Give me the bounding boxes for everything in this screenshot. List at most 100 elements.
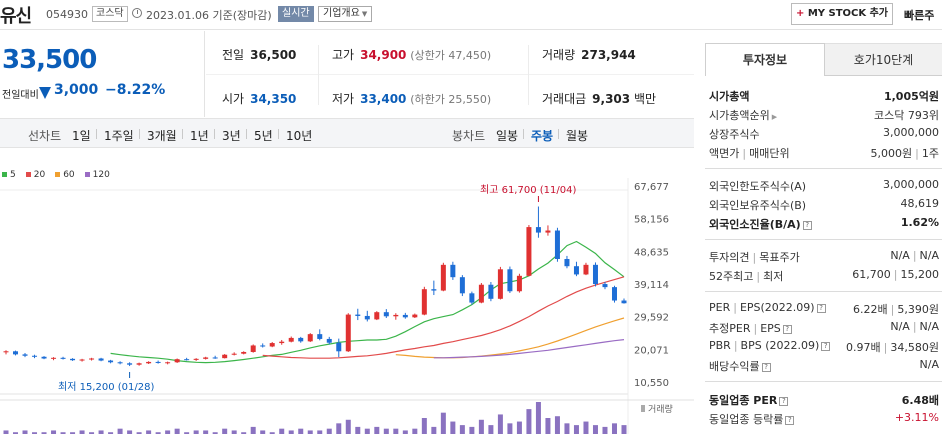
help-icon[interactable]: ? xyxy=(802,220,812,230)
candle-body xyxy=(583,264,589,275)
volume-bar xyxy=(317,430,323,434)
realtime-button[interactable]: 실시간 xyxy=(278,6,314,22)
add-mystock-button[interactable]: + MY STOCK 추가 xyxy=(791,3,893,25)
caret-down-icon: ▼ xyxy=(361,10,368,18)
volume-bar xyxy=(355,426,361,434)
row-value-text: 34,580원 xyxy=(890,341,939,354)
row-value: N/A | N/A xyxy=(890,249,939,262)
candle-body xyxy=(478,284,484,303)
period-3y[interactable]: 3년 xyxy=(222,129,241,143)
candle-monthly[interactable]: 월봉 xyxy=(566,129,589,143)
row-industry-change: 동일업종 등락률? +3.11% xyxy=(709,411,939,429)
quick-order-button[interactable]: 빠른주 xyxy=(904,9,935,22)
volume-bar xyxy=(326,428,332,434)
y-tick-label: 39,114 xyxy=(634,280,669,291)
volume-bar xyxy=(260,430,266,434)
quote-value: 34,350 xyxy=(250,92,297,106)
candle-body xyxy=(602,284,608,288)
candle-body xyxy=(592,264,598,285)
row-value: 1,005억원 xyxy=(884,88,939,104)
volume-bar xyxy=(345,419,351,434)
row-industry-per: 동일업종 PER? 6.48배 xyxy=(709,392,939,410)
legend-label: 20 xyxy=(33,170,46,180)
row-rank: 시가총액순위 ▶ 코스닥 793위 xyxy=(709,107,939,125)
volume-bar xyxy=(402,430,408,434)
chevron-right-icon: ▶ xyxy=(771,113,778,121)
help-icon[interactable]: ? xyxy=(821,341,831,351)
row-label-text: 시가총액순위 xyxy=(709,109,770,122)
volume-bar xyxy=(336,423,342,434)
row-label: 외국인소진율(B/A)? xyxy=(709,216,812,232)
divider: | xyxy=(742,147,747,160)
quote-label: 고가 xyxy=(332,48,355,62)
divider: | xyxy=(733,301,737,314)
tab-invest-info[interactable]: 투자정보 xyxy=(705,43,825,76)
company-overview-button[interactable]: 기업개요 ▼ xyxy=(318,6,373,22)
help-icon[interactable]: ? xyxy=(785,415,795,425)
row-label-text: EPS(2022.09) xyxy=(739,301,815,314)
volume-bar xyxy=(41,432,47,434)
period-divider xyxy=(96,129,97,139)
candle-body xyxy=(41,356,47,359)
down-triangle-icon xyxy=(39,87,51,99)
quote-high: 고가 34,900 (상한가 47,450) xyxy=(332,46,491,63)
help-icon[interactable]: ? xyxy=(779,396,789,406)
candle-body xyxy=(298,337,304,342)
section-divider xyxy=(705,168,942,169)
volume-bar xyxy=(611,423,617,434)
row-label-text: 추정PER xyxy=(709,322,751,335)
row-label-text: 투자의견 xyxy=(709,251,750,264)
candle-body xyxy=(564,259,570,267)
volume-bar xyxy=(250,426,256,434)
volume-bar xyxy=(440,412,446,434)
volume-bar xyxy=(22,430,28,434)
row-label-text: PBR xyxy=(709,339,731,352)
candle-body xyxy=(450,264,456,278)
y-tick-label: 20,071 xyxy=(634,345,669,356)
volume-bar xyxy=(212,432,218,434)
candle-body xyxy=(260,345,266,347)
market-badge: 코스닥 xyxy=(92,6,128,22)
price-chart[interactable]: 5 20 60 120 67,677 58,156 48,635 39,114 29,592 2… xyxy=(0,148,694,434)
volume-bar xyxy=(450,421,456,434)
quote-divider xyxy=(206,74,694,75)
row-shares: 상장주식수 3,000,000 xyxy=(709,126,939,144)
period-1w[interactable]: 1주일 xyxy=(104,129,134,143)
candle-body xyxy=(317,334,323,339)
row-foreign-limit: 외국인한도주식수(A) 3,000,000 xyxy=(709,178,939,196)
legend-label: 5 xyxy=(10,170,16,180)
candle-body xyxy=(345,314,351,352)
candle-weekly[interactable]: 주봉 xyxy=(531,129,554,143)
help-icon[interactable]: ? xyxy=(761,362,771,372)
quote-grid: 전일 36,500 고가 34,900 (상한가 47,450) 거래량 273,94… xyxy=(206,31,694,117)
candle-body xyxy=(336,342,342,352)
candle-body xyxy=(526,227,532,276)
period-3m[interactable]: 3개월 xyxy=(147,129,177,143)
section-divider xyxy=(705,381,942,382)
period-1d[interactable]: 1일 xyxy=(72,129,91,143)
period-10y[interactable]: 10년 xyxy=(286,129,313,143)
row-value: 1.62% xyxy=(901,216,939,229)
quote-label: 전일 xyxy=(222,48,245,62)
tab-orderbook[interactable]: 호가10단계 xyxy=(825,43,942,76)
candle-body xyxy=(507,269,513,292)
divider: | xyxy=(915,147,919,160)
period-5y[interactable]: 5년 xyxy=(254,129,273,143)
candle-body xyxy=(535,227,541,233)
volume-bar xyxy=(459,425,465,434)
help-icon[interactable]: ? xyxy=(816,303,826,313)
period-1y[interactable]: 1년 xyxy=(190,129,209,143)
help-icon[interactable]: ? xyxy=(782,324,792,334)
candle-daily[interactable]: 일봉 xyxy=(496,129,519,143)
volume-bar xyxy=(507,423,513,434)
volume-bar xyxy=(279,428,285,434)
row-per-eps: PER | EPS(2022.09)? 6.22배 | 5,390원 xyxy=(709,301,939,319)
section-divider xyxy=(705,239,942,240)
volume-bar xyxy=(117,428,123,434)
volume-bar xyxy=(136,432,142,434)
volume-bar xyxy=(288,430,294,434)
volume-bar xyxy=(602,426,608,434)
quote-label: 거래량 xyxy=(542,48,576,62)
quote-label: 저가 xyxy=(332,92,355,106)
row-label: 추정PER | EPS? xyxy=(709,320,792,336)
